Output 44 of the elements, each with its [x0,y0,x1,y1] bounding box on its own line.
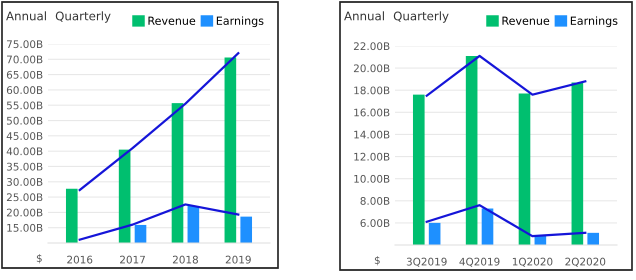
y-tick-label: 50.00B [6,116,42,125]
y-tick-label: 30.00B [6,178,42,186]
y-tick-label: 18.00B [354,86,390,94]
x-tick-label: 1Q2020 [512,258,552,267]
y-tick-label: 60.00B [6,86,42,94]
y-tick-label: 75.00B [7,40,42,48]
text: Annual [344,11,384,20]
legend-label: Revenue [148,16,196,25]
y-tick-label: 65.00B [6,70,42,79]
y-tick-label: 10.00B [354,174,390,183]
y-tick-label: 15.00B [7,224,42,232]
text: $ [36,254,42,264]
y-tick-label: 40.00B [6,147,42,156]
line-series [78,203,240,241]
legend-label: Earnings [570,16,618,28]
y-tick-label: 55.00B [6,101,42,110]
y-tick-label: 20.00B [354,64,390,72]
y-tick-label: 16.00B [354,108,390,116]
y-tick-label: 22.00B [354,42,390,50]
y-tick-label: 45.00B [6,132,42,140]
line-series [426,204,586,238]
legend-label: Earnings [216,16,264,28]
legend-label: Revenue [502,16,550,25]
x-tick-label: 4Q2019 [459,258,500,267]
text: Quarterly [56,11,111,23]
line-series [78,52,240,192]
y-tick-label: 70.00B [7,56,42,64]
y-tick-label: 14.00B [354,130,390,139]
x-tick-label: 2018 [172,256,198,264]
y-tick-label: 20.00B [6,208,42,216]
text: Annual [6,11,46,20]
x-tick-label: 2Q2020 [565,258,606,267]
y-tick-label: 25.00B [6,193,42,202]
y-tick-label: 12.00B [354,152,390,161]
text: Quarterly [394,11,449,23]
x-tick-label: 2017 [120,256,145,264]
x-tick-label: 2016 [67,256,92,264]
y-tick-label: 35.00B [6,162,42,171]
text: $ [374,256,380,266]
y-tick-label: 8.00B [360,197,390,205]
line-series [426,54,586,97]
x-tick-label: 2019 [226,256,251,264]
y-tick-label: 6.00B [360,219,390,227]
x-tick-label: 3Q2019 [406,258,447,267]
